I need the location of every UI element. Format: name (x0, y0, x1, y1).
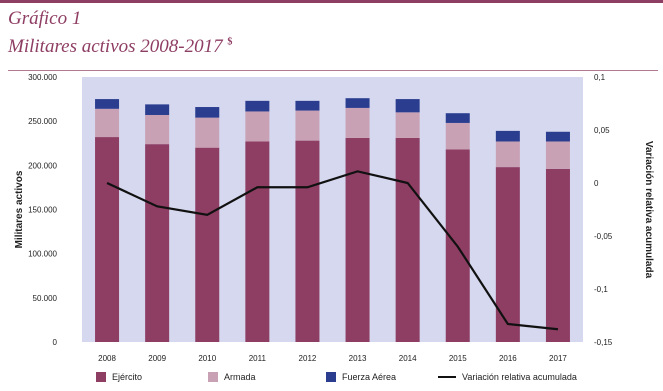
bar-armada-2012 (295, 110, 320, 141)
top-rule (0, 0, 663, 3)
chart: 0 50.000 100.000 150.000 200.000 250.000 300.0… (14, 73, 654, 363)
bar-armada-2013 (345, 107, 370, 138)
y-tick-label-right: -0,15 (594, 338, 613, 347)
y-tick-label-right: 0,05 (594, 126, 610, 135)
bar-ejercito-2012 (295, 140, 320, 342)
legend-item-variacion: Variación relativa acumulada (438, 372, 577, 382)
x-tick-label: 2009 (148, 354, 166, 363)
legend-item-fuerza-aerea: Fuerza Aérea (326, 372, 396, 382)
x-axis-ticks: 2008 2009 2010 2011 2012 2013 2014 2015 2016 2017 (98, 354, 567, 363)
title-rule (8, 70, 658, 71)
x-tick-label: 2017 (549, 354, 567, 363)
bar-ejercito-2014 (395, 137, 420, 342)
legend: Ejército Armada Fuerza Aérea Variación r… (0, 372, 663, 388)
y-tick-label-left: 150.000 (28, 206, 57, 215)
bar-armada-2010 (195, 117, 220, 148)
y-axis-title-right: Variación relativa acumulada (643, 141, 654, 279)
bar-fuerza-aerea-2015 (445, 113, 470, 123)
bar-fuerza-aerea-2011 (245, 100, 270, 112)
bar-armada-2016 (495, 141, 520, 168)
x-tick-label: 2010 (198, 354, 216, 363)
bar-ejercito-2017 (545, 168, 570, 342)
y-axis-title-left: Militares activos (14, 170, 25, 248)
y-tick-label-right: -0,05 (594, 232, 613, 241)
figure-label: Gráfico 1 (8, 8, 82, 29)
legend-swatch-variacion (438, 376, 456, 378)
y-tick-label-right: -0,1 (594, 285, 608, 294)
x-tick-label: 2008 (98, 354, 116, 363)
bar-fuerza-aerea-2008 (95, 99, 120, 109)
y-tick-label-left: 200.000 (28, 161, 57, 170)
legend-swatch-armada (208, 372, 218, 382)
bar-fuerza-aerea-2012 (295, 100, 320, 111)
x-tick-label: 2015 (449, 354, 467, 363)
bar-ejercito-2013 (345, 137, 370, 342)
y-tick-label-left: 0 (53, 338, 58, 347)
x-tick-label: 2011 (249, 354, 267, 363)
x-tick-label: 2014 (399, 354, 417, 363)
bar-fuerza-aerea-2016 (495, 130, 520, 142)
y-tick-label-left: 250.000 (28, 117, 57, 126)
bar-armada-2017 (545, 141, 570, 169)
legend-label-armada: Armada (224, 372, 256, 382)
y-tick-label-left: 100.000 (28, 250, 57, 259)
legend-label-fuerza-aerea: Fuerza Aérea (342, 372, 397, 382)
note-marker: $ (227, 36, 233, 48)
bar-fuerza-aerea-2013 (345, 98, 370, 108)
chart-title-text: Militares activos 2008-2017 (8, 36, 223, 57)
y-tick-label-right: 0,1 (594, 73, 606, 82)
legend-item-ejercito: Ejército (96, 372, 142, 382)
right-axis-ticks: -0,15 -0,1 -0,05 0 0,05 0,1 (594, 73, 613, 347)
y-tick-label-left: 300.000 (28, 73, 57, 82)
bar-armada-2008 (95, 108, 120, 138)
x-tick-label: 2013 (349, 354, 367, 363)
legend-swatch-fuerza-aerea (326, 372, 336, 382)
y-tick-label-right: 0 (594, 179, 599, 188)
legend-item-armada: Armada (208, 372, 256, 382)
y-tick-label-left: 50.000 (33, 294, 58, 303)
bar-fuerza-aerea-2009 (145, 104, 170, 115)
bar-ejercito-2009 (145, 144, 170, 342)
bar-ejercito-2016 (495, 167, 520, 342)
bar-fuerza-aerea-2014 (395, 99, 420, 113)
bar-armada-2015 (445, 122, 470, 150)
chart-title: Militares activos 2008-2017 $ (8, 36, 232, 58)
legend-swatch-ejercito (96, 372, 106, 382)
legend-label-variacion: Variación relativa acumulada (462, 372, 577, 382)
legend-label-ejercito: Ejército (112, 372, 143, 382)
bar-fuerza-aerea-2010 (195, 107, 220, 118)
variation-line (106, 170, 559, 331)
bar-armada-2014 (395, 112, 420, 138)
bar-ejercito-2010 (195, 147, 220, 342)
bar-ejercito-2011 (245, 141, 270, 342)
bars-group (95, 98, 570, 342)
left-axis-ticks: 0 50.000 100.000 150.000 200.000 250.000 300.0… (28, 73, 57, 347)
bar-armada-2009 (145, 114, 170, 145)
x-tick-label: 2012 (299, 354, 317, 363)
bar-armada-2011 (245, 111, 270, 142)
bar-ejercito-2008 (95, 137, 120, 342)
x-tick-label: 2016 (499, 354, 517, 363)
bar-fuerza-aerea-2017 (545, 131, 570, 142)
